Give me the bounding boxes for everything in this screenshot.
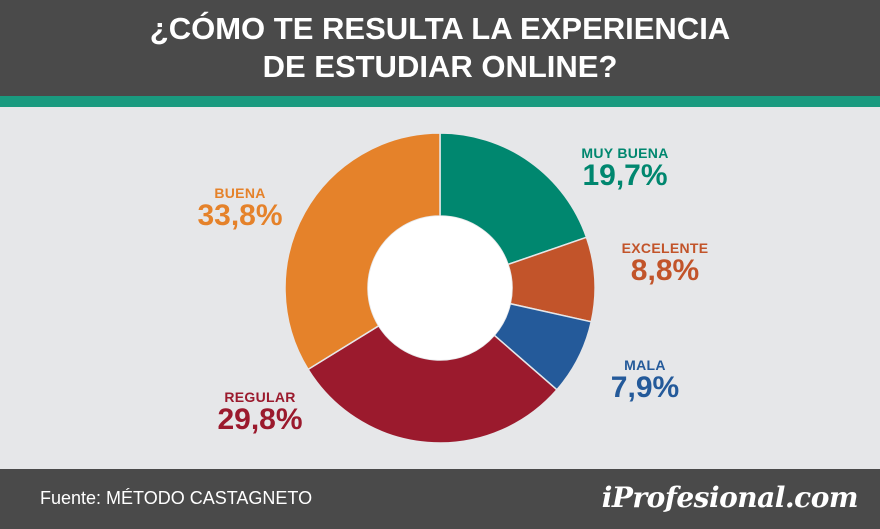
brand-logo: iProfesional.com	[601, 481, 859, 514]
accent-bar	[0, 96, 880, 107]
header: ¿CÓMO TE RESULTA LA EXPERIENCIA DE ESTUD…	[0, 0, 880, 96]
source-note: Fuente: MÉTODO CASTAGNETO	[40, 488, 313, 508]
slice-buena	[284, 132, 441, 371]
donut-hole	[368, 216, 512, 360]
title-line-1: ¿CÓMO TE RESULTA LA EXPERIENCIA	[149, 11, 731, 46]
value-label: 33,8%	[197, 199, 283, 232]
label-excelente: EXCELENTE 8,8%	[610, 240, 720, 286]
category-label: EXCELENTE	[621, 240, 709, 256]
category-label: BUENA	[214, 185, 266, 201]
label-regular: REGULAR 29,8%	[205, 389, 315, 435]
category-label: MALA	[624, 357, 666, 373]
category-label: REGULAR	[224, 389, 296, 405]
slice-regular	[307, 324, 558, 444]
value-label: 29,8%	[217, 403, 303, 436]
value-label: 19,7%	[582, 159, 668, 192]
value-label: 8,8%	[630, 254, 700, 287]
chart-area: MUY BUENA 19,7% EXCELENTE 8,8% MALA 7,9%…	[0, 107, 880, 469]
category-label: MUY BUENA	[581, 145, 669, 161]
label-muy-buena: MUY BUENA 19,7%	[560, 145, 690, 191]
donut-chart	[284, 132, 596, 444]
footer: Fuente: MÉTODO CASTAGNETO iProfesional.c…	[0, 469, 880, 529]
label-buena: BUENA 33,8%	[185, 185, 295, 231]
chart-title: ¿CÓMO TE RESULTA LA EXPERIENCIA DE ESTUD…	[150, 10, 730, 86]
label-mala: MALA 7,9%	[605, 357, 685, 403]
value-label: 7,9%	[610, 371, 680, 404]
title-line-2: DE ESTUDIAR ONLINE?	[262, 49, 618, 84]
